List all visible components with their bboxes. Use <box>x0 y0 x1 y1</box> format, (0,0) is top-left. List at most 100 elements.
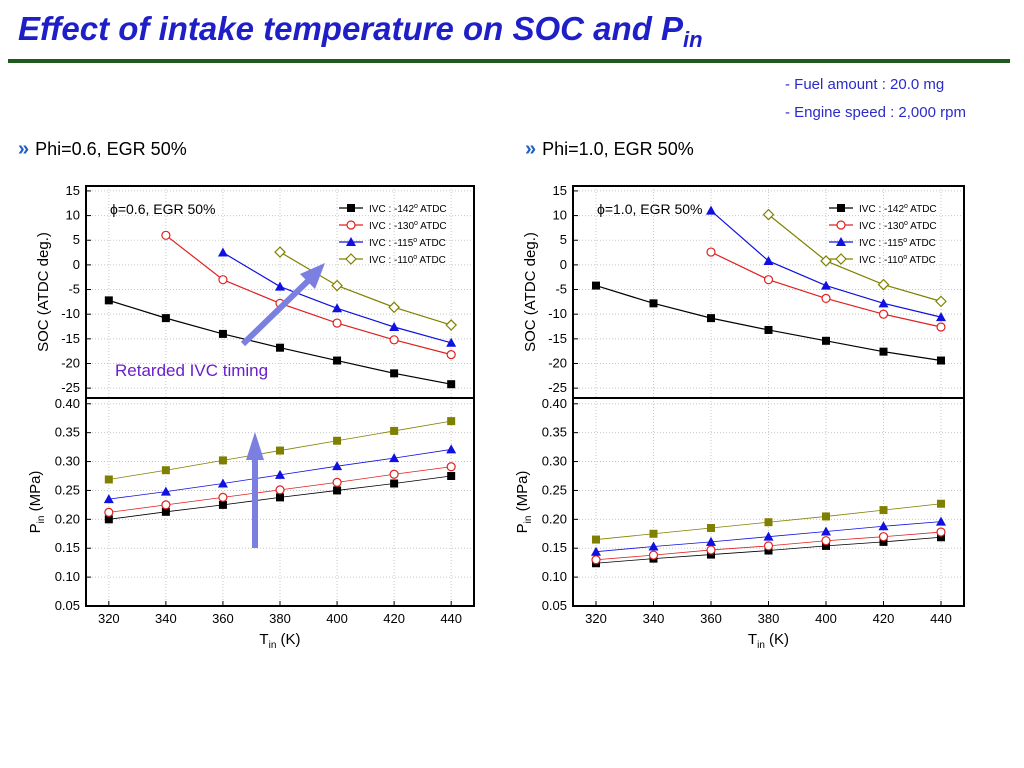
soc-data-point <box>447 380 456 389</box>
soc-data-point <box>764 325 773 334</box>
pin-data-point <box>447 472 456 480</box>
pin-data-point <box>160 486 171 496</box>
x-tick-label: 340 <box>643 611 665 626</box>
pin-data-point <box>446 462 456 472</box>
legend-marker <box>836 220 846 230</box>
pin-data-point <box>763 531 774 541</box>
soc-data-point <box>331 279 343 292</box>
x-tick-label: 340 <box>155 611 177 626</box>
soc-data-point <box>763 275 774 285</box>
legend-marker <box>346 237 356 246</box>
pin-axis-label: Pin (MPa) <box>27 471 47 534</box>
degree-mark: o <box>413 237 417 244</box>
soc-data-point <box>877 278 890 291</box>
x-tick-label: 400 <box>326 611 348 626</box>
x-tick-label: 360 <box>700 611 722 626</box>
title-divider <box>8 59 1010 63</box>
soc-data-point <box>763 255 774 265</box>
pin-data-point <box>275 485 285 495</box>
legend-entry: IVC : -110o ATDC <box>859 254 936 266</box>
legend-suffix: ATDC <box>908 204 937 215</box>
pin-data-point <box>389 469 399 479</box>
x-tick-label: 320 <box>585 611 607 626</box>
x-label-unit: (K) <box>276 631 300 648</box>
legend-name: IVC : -110 <box>859 255 904 266</box>
pin-label-main: P <box>27 523 44 533</box>
soc-data-point <box>161 314 170 323</box>
soc-subplot: 15 10 5 0 -5 -10 -15 -20 -25 SOC (ATDC deg.) ϕ=1.0… <box>522 183 965 399</box>
soc-data-point <box>935 295 947 308</box>
soc-data-point <box>333 356 342 365</box>
legend-suffix: ATDC <box>417 238 446 249</box>
pin-data-point <box>276 446 284 455</box>
right-panel-heading-text: Phi=1.0, EGR 50% <box>542 139 694 159</box>
pin-data-point <box>821 526 831 536</box>
pin-tick-label: 0.35 <box>542 425 567 440</box>
soc-data-point <box>332 303 343 313</box>
pin-data-point <box>218 456 227 465</box>
legend-suffix: ATDC <box>418 204 447 215</box>
x-axis-label: Tin (K) <box>259 631 300 651</box>
soc-tick-label: 5 <box>560 232 567 247</box>
pin-data-point <box>218 492 228 502</box>
pin-tick-label: 0.30 <box>542 454 567 469</box>
diagonal-arrow-shaft <box>240 276 313 347</box>
phi-symbol: ϕ <box>597 201 605 217</box>
degree-mark: o <box>414 220 418 227</box>
phi-symbol: ϕ <box>110 201 118 217</box>
soc-series-line <box>768 214 942 302</box>
legend-marker <box>837 204 845 212</box>
pin-data-point <box>707 524 715 532</box>
pin-data-point <box>161 466 170 475</box>
legend-name: IVC : -142 <box>859 204 904 215</box>
soc-data-point <box>275 281 285 291</box>
soc-data-point <box>446 337 457 347</box>
pin-data-point <box>878 521 889 531</box>
soc-tick-label: -15 <box>548 331 567 346</box>
pin-data-point <box>936 516 946 526</box>
soc-tick-label: -5 <box>555 282 567 297</box>
soc-tick-label: -25 <box>61 380 80 395</box>
pin-data-point <box>879 537 888 546</box>
soc-series-line <box>595 285 942 362</box>
soc-axis-label: SOC (ATDC deg.) <box>35 232 52 352</box>
soc-series-line <box>279 251 452 326</box>
soc-tick-label: -10 <box>61 306 80 321</box>
vertical-arrow-head <box>246 432 264 460</box>
soc-data-point <box>445 319 458 331</box>
pin-label-sub: in <box>523 516 534 524</box>
inset-label-text: =1.0, EGR 50% <box>605 201 703 217</box>
legend-marker <box>345 253 357 265</box>
x-tick-label: 380 <box>758 611 780 626</box>
left-panel-heading-text: Phi=0.6, EGR 50% <box>35 139 187 159</box>
pin-axis-label: Pin (MPa) <box>514 471 534 534</box>
soc-data-point <box>332 318 342 328</box>
soc-data-point <box>706 247 716 257</box>
soc-tick-label: 0 <box>560 257 567 272</box>
inset-label: ϕ=0.6, EGR 50% <box>110 201 216 217</box>
pin-data-point <box>822 512 830 521</box>
degree-mark: o <box>903 254 907 261</box>
legend-suffix: ATDC <box>418 221 447 232</box>
pin-data-point <box>592 535 600 544</box>
soc-data-point <box>388 301 400 314</box>
x-tick-label: 400 <box>815 611 837 626</box>
pin-data-point <box>763 541 774 551</box>
slide-title-subscript: in <box>683 27 703 52</box>
pin-data-point <box>446 444 457 454</box>
soc-data-point <box>707 314 715 323</box>
pin-tick-label: 0.20 <box>55 511 80 526</box>
pin-data-point <box>390 426 399 435</box>
legend-suffix: ATDC <box>907 238 936 249</box>
soc-data-point <box>706 205 716 215</box>
soc-data-point <box>276 343 284 352</box>
left-panel-heading: » Phi=0.6, EGR 50% <box>18 138 187 161</box>
chart-phi-1-0: 15 10 5 0 -5 -10 -15 -20 -25 SOC (ATDC deg.) ϕ=1.0… <box>514 183 965 651</box>
pin-subplot: 0.40 0.35 0.30 0.25 0.20 0.15 0.10 0.05 320 340 36… <box>514 396 965 651</box>
soc-data-point <box>389 322 400 332</box>
inset-label: ϕ=1.0, EGR 50% <box>597 201 703 217</box>
soc-tick-label: 10 <box>66 208 80 223</box>
legend-name: IVC : -115 <box>859 238 904 249</box>
x-tick-label: 440 <box>440 611 462 626</box>
